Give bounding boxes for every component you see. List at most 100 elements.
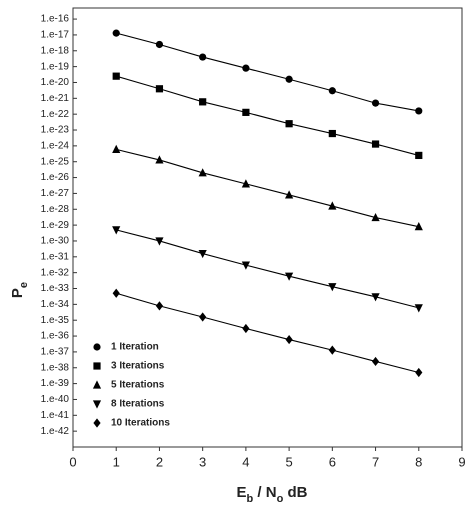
y-tick-label: 1.e-18 [41,45,70,56]
label-part: E [237,484,247,501]
x-tick-label: 3 [199,454,206,469]
label-part: / N [253,484,276,501]
data-point [112,72,120,80]
data-point [414,304,423,313]
data-point [199,53,207,61]
y-tick-label: 1.e-32 [41,267,70,278]
data-point [241,261,250,270]
x-tick-label: 6 [329,454,336,469]
y-tick-label: 1.e-42 [41,426,70,437]
data-point [285,120,293,128]
data-point [371,293,380,302]
data-point [155,40,164,49]
data-point [371,99,380,107]
y-tick-label: 1.e-20 [41,77,70,88]
data-point [285,75,293,83]
data-point [285,334,293,345]
data-point [415,151,423,160]
data-point [198,249,207,259]
y-tick-label: 1.e-31 [41,251,70,262]
y-tick-label: 1.e-27 [41,188,70,199]
data-point [155,155,164,164]
data-point [241,179,250,188]
y-tick-label: 1.e-38 [41,362,70,373]
data-point [112,226,121,235]
legend-label: 10 Iterations [111,418,170,429]
y-tick-label: 1.e-17 [41,30,70,41]
x-tick-label: 0 [69,454,76,469]
data-point [371,212,380,222]
legend-label: 1 Iteration [111,342,159,353]
y-tick-label: 1.e-28 [41,204,70,215]
y-tick-label: 1.e-35 [41,315,70,326]
series-line [116,148,419,228]
data-point [328,345,336,355]
label-part: dB [283,484,307,501]
data-point [328,87,336,95]
x-axis-label: Eb / No dB [237,484,308,505]
data-point [328,283,337,292]
data-point [112,144,121,153]
y-tick-label: 1.e-30 [41,236,70,247]
data-point [155,301,164,311]
data-point [199,312,207,322]
legend-marker [92,380,102,389]
data-point [328,129,336,138]
data-point [415,367,423,378]
y-tick-label: 1.e-29 [41,220,70,231]
data-point [198,168,207,177]
series-line [116,32,419,112]
y-tick-label: 1.e-24 [41,141,70,152]
y-tick-label: 1.e-36 [41,331,70,342]
y-tick-label: 1.e-23 [41,125,70,136]
series-line [116,75,419,156]
series-line [116,229,419,309]
data-point [199,98,207,106]
x-tick-label: 4 [242,454,249,469]
data-point [415,107,423,115]
label-part: P [9,288,26,298]
label-subscript: e [18,282,30,288]
data-point [285,190,294,199]
data-point [414,222,423,231]
legend-label: 8 Iterations [111,399,165,410]
y-tick-label: 1.e-37 [41,347,70,358]
y-tick-label: 1.e-19 [41,61,70,72]
plot-frame [72,7,463,448]
data-point [112,29,120,37]
label-subscript: o [277,493,284,505]
x-tick-label: 9 [458,454,465,469]
y-tick-label: 1.e-34 [41,299,70,310]
y-tick-label: 1.e-40 [41,394,70,405]
y-tick-label: 1.e-25 [41,156,70,167]
label-subscript: b [247,493,254,505]
y-tick-label: 1.e-39 [41,378,70,389]
legend-label: 5 Iterations [111,380,165,391]
data-point [242,108,250,116]
x-tick-label: 2 [156,454,163,469]
data-point [112,288,120,298]
legend-marker [92,400,102,409]
y-axis-label: Pe [9,282,30,298]
legend-marker [93,343,101,351]
data-point [371,356,380,367]
data-point [328,201,337,210]
y-tick-label: 1.e-41 [41,410,70,421]
y-tick-label: 1.e-22 [41,109,70,120]
legend-marker [93,362,101,370]
x-tick-label: 1 [113,454,120,469]
y-tick-label: 1.e-33 [41,283,70,294]
y-tick-label: 1.e-16 [41,14,70,25]
data-point [242,323,250,334]
legend-label: 3 Iterations [111,361,165,372]
data-point [242,64,250,72]
series-line [116,292,419,374]
x-tick-label: 8 [415,454,422,469]
data-point [155,237,164,246]
data-point [155,85,164,93]
y-tick-label: 1.e-21 [41,93,70,104]
legend-marker [93,418,101,428]
data-point [371,140,380,148]
